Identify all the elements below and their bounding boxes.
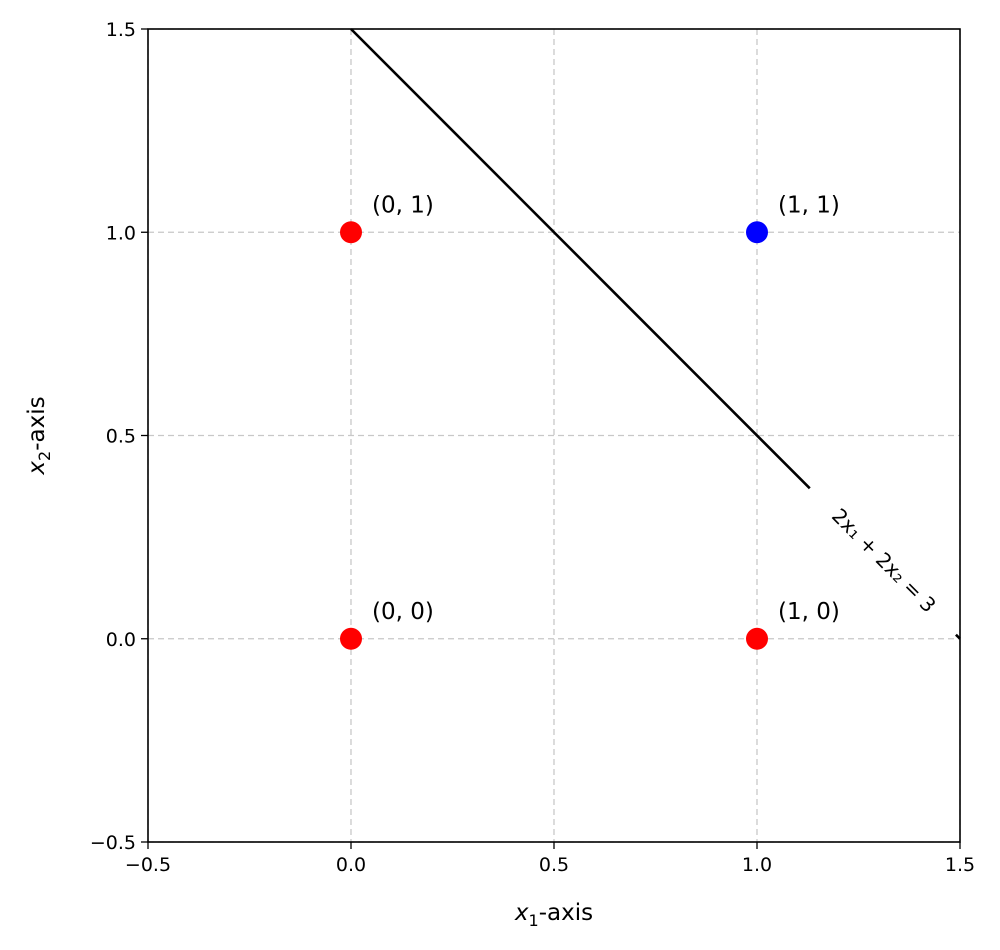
- x-tick-label: 1.5: [945, 854, 975, 876]
- data-point: [340, 627, 362, 650]
- point-label: (0, 1): [372, 192, 434, 218]
- y-tick-label: 0.5: [106, 426, 136, 448]
- points-layer: (0, 0) (0, 1) (1, 0) (1, 1): [340, 192, 840, 650]
- point-label: (0, 0): [372, 599, 434, 625]
- data-point: [340, 221, 362, 244]
- x-tick-label: −0.5: [125, 854, 171, 876]
- data-point: [746, 221, 768, 244]
- ticks: −0.5 0.0 0.5 1.0 1.5 −0.5 0.0 0.5 1.0 1.5: [90, 19, 975, 876]
- x-tick-label: 0.0: [336, 854, 366, 876]
- y-tick-label: 1.5: [106, 19, 136, 41]
- point-label: (1, 0): [778, 599, 840, 625]
- x-axis-label: x1-axis: [514, 900, 593, 930]
- y-tick-label: 1.0: [106, 222, 136, 244]
- y-axis-label: x2-axis: [24, 396, 54, 475]
- data-point: [746, 627, 768, 650]
- decision-line: [350, 28, 811, 490]
- y-tick-label: −0.5: [90, 832, 136, 854]
- x-tick-label: 1.0: [742, 854, 772, 876]
- x-tick-label: 0.5: [539, 854, 569, 876]
- y-tick-label: 0.0: [106, 629, 136, 651]
- point-label: (1, 1): [778, 192, 840, 218]
